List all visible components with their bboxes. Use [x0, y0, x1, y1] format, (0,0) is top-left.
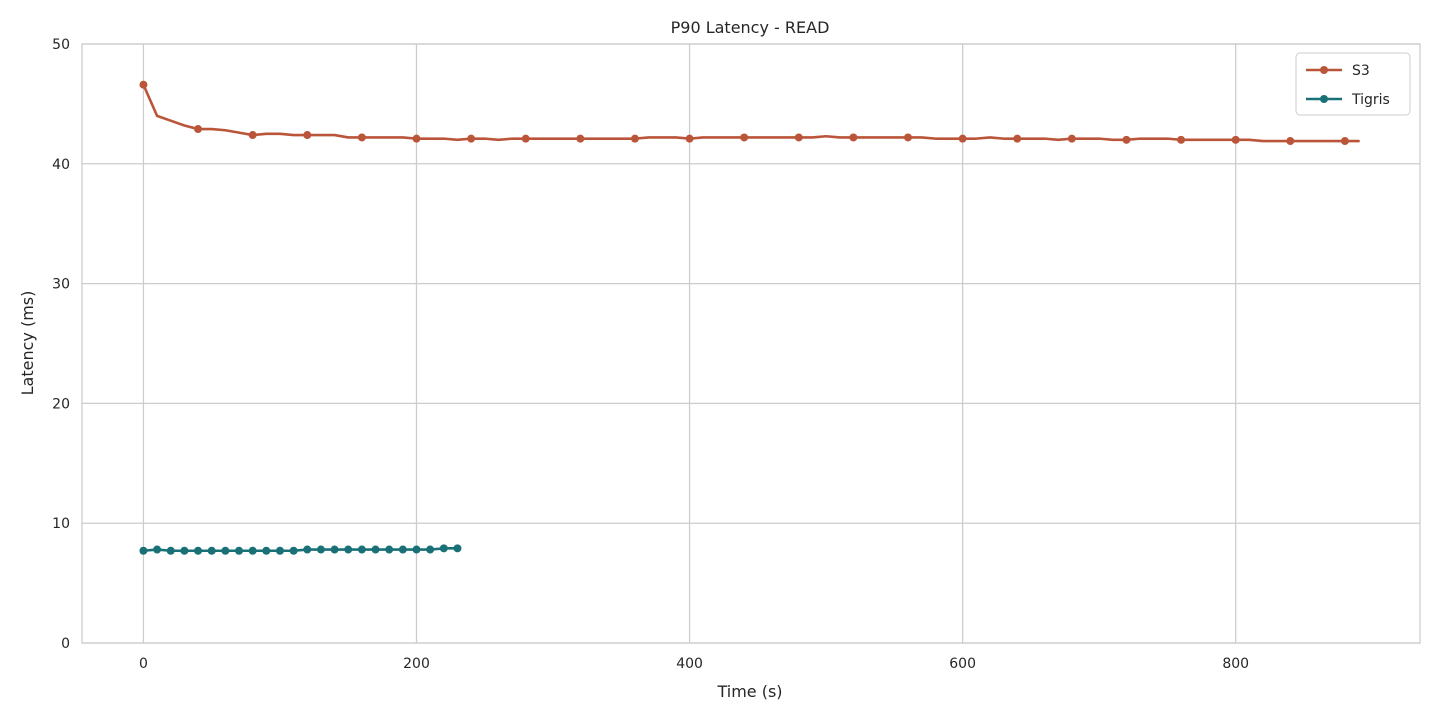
x-tick-label: 600 [949, 656, 976, 672]
series-s3 [139, 80, 1360, 146]
x-axis-ticks: 0 200 400 600 800 [139, 656, 1249, 672]
x-tick-label: 200 [403, 656, 430, 672]
data-point-tigris [180, 546, 189, 555]
x-tick-label: 0 [139, 656, 148, 672]
y-axis-ticks: 0 10 20 30 40 50 [52, 37, 70, 652]
data-point-tigris [330, 545, 339, 554]
y-tick-label: 10 [52, 516, 70, 532]
data-point-s3 [194, 125, 203, 134]
data-point-s3 [1231, 135, 1240, 144]
data-point-tigris [398, 545, 407, 554]
data-point-tigris [439, 544, 448, 553]
y-tick-label: 40 [52, 157, 70, 173]
data-point-s3 [794, 133, 803, 142]
data-point-s3 [685, 134, 694, 143]
data-point-tigris [412, 545, 421, 554]
data-point-tigris [194, 546, 203, 555]
data-point-tigris [248, 546, 257, 555]
data-point-s3 [576, 134, 585, 143]
data-point-s3 [521, 134, 530, 143]
data-point-s3 [467, 134, 476, 143]
legend-marker-tigris [1320, 95, 1328, 103]
series-tigris [139, 544, 462, 555]
y-axis-title: Latency (ms) [18, 291, 37, 396]
data-point-tigris [166, 546, 175, 555]
data-point-tigris [385, 545, 394, 554]
data-point-s3 [958, 134, 967, 143]
x-tick-label: 400 [676, 656, 703, 672]
data-point-tigris [371, 545, 380, 554]
data-point-tigris [221, 546, 230, 555]
data-point-s3 [139, 80, 148, 89]
data-point-tigris [426, 545, 435, 554]
data-point-tigris [303, 545, 312, 554]
series-lines [139, 80, 1360, 555]
data-point-s3 [1286, 137, 1295, 146]
series-line-s3 [142, 83, 1360, 143]
data-point-s3 [740, 133, 749, 142]
data-point-tigris [453, 544, 462, 553]
data-point-tigris [262, 546, 271, 555]
data-point-tigris [357, 545, 366, 554]
data-point-s3 [1067, 134, 1076, 143]
data-point-s3 [630, 134, 639, 143]
data-point-tigris [275, 546, 284, 555]
y-tick-label: 20 [52, 396, 70, 412]
legend-label-s3: S3 [1352, 63, 1370, 79]
data-point-tigris [153, 545, 162, 554]
plot-area-frame [81, 43, 1421, 644]
y-tick-label: 0 [61, 636, 70, 652]
legend-marker-s3 [1320, 66, 1328, 74]
legend-label-tigris: Tigris [1351, 92, 1390, 108]
x-tick-label: 800 [1222, 656, 1249, 672]
series-line-tigris [142, 547, 459, 553]
data-point-s3 [248, 131, 257, 140]
data-point-tigris [207, 546, 216, 555]
data-point-s3 [904, 133, 913, 142]
legend: S3 Tigris [1295, 52, 1411, 116]
data-point-s3 [412, 134, 421, 143]
data-point-tigris [289, 546, 298, 555]
y-tick-label: 50 [52, 37, 70, 53]
chart-title: P90 Latency - READ [671, 18, 830, 37]
data-point-s3 [1177, 135, 1186, 144]
data-point-tigris [139, 546, 148, 555]
data-point-s3 [849, 133, 858, 142]
data-point-s3 [1013, 134, 1022, 143]
data-point-s3 [1340, 137, 1349, 146]
data-point-s3 [357, 133, 366, 142]
y-tick-label: 30 [52, 277, 70, 293]
data-point-tigris [235, 546, 244, 555]
data-point-s3 [1122, 135, 1131, 144]
x-axis-title: Time (s) [716, 682, 782, 701]
data-point-s3 [303, 131, 312, 140]
data-point-tigris [316, 545, 325, 554]
data-point-tigris [344, 545, 353, 554]
